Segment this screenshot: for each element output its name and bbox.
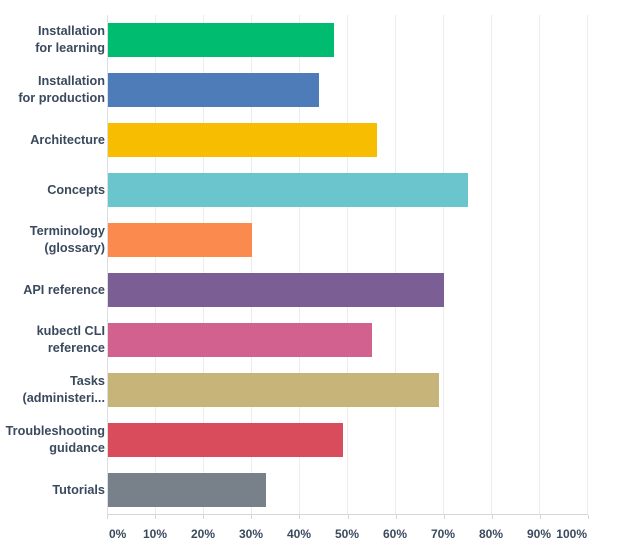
category-label-line: (administeri... [22, 391, 106, 405]
bar [108, 373, 440, 407]
x-tick-label: 10% [142, 527, 168, 541]
x-tick-label: 0% [109, 527, 127, 541]
x-tick [491, 515, 493, 519]
gridline [539, 15, 540, 515]
category-label: Tasks (administeri... [0, 365, 106, 415]
category-label: API reference [0, 265, 105, 315]
category-label: Tutorials [0, 465, 105, 515]
category-label: Terminology (glossary) [0, 215, 105, 265]
bar [108, 223, 252, 257]
gridline [443, 15, 444, 515]
bar [108, 73, 320, 107]
bar [108, 423, 344, 457]
x-tick [588, 515, 589, 519]
bar [108, 273, 444, 307]
x-tick [299, 515, 301, 519]
x-tick-label: 50% [334, 527, 360, 541]
gridline [587, 15, 588, 515]
category-label: Troubleshooting guidance [0, 415, 105, 465]
x-tick-label: 70% [430, 527, 456, 541]
x-axis-line [107, 514, 588, 515]
x-tick [395, 515, 397, 519]
category-label: kubectl CLI reference [0, 315, 105, 365]
category-label-line: Troubleshooting [5, 424, 105, 438]
x-tick [203, 515, 205, 519]
x-tick-label: 30% [238, 527, 264, 541]
x-tick [539, 515, 541, 519]
bar [108, 473, 267, 507]
x-tick-label: 80% [478, 527, 504, 541]
category-label: Installation for production [0, 65, 105, 115]
category-label-line: Installation [38, 74, 105, 88]
category-label: Installation for learning [0, 15, 105, 65]
gridline [251, 15, 252, 515]
bar [108, 173, 468, 207]
category-label-line: Installation [38, 24, 105, 38]
category-labels: Installation for learning Installation for … [0, 0, 105, 555]
bar [108, 323, 372, 357]
gridline [107, 15, 108, 515]
category-label-line: Concepts [47, 182, 105, 197]
category-label-line: Tutorials [52, 482, 105, 497]
x-tick-label: 40% [286, 527, 312, 541]
category-label-line: for production [18, 91, 105, 105]
category-label-line: API reference [23, 282, 105, 297]
x-tick-label: 100% [556, 527, 587, 541]
gridline [155, 15, 156, 515]
gridline [347, 15, 348, 515]
bar [108, 23, 334, 57]
category-label-line: reference [47, 341, 105, 355]
category-label-line: Tasks [69, 374, 105, 388]
gridline [395, 15, 396, 515]
category-label-line: kubectl CLI [36, 324, 105, 338]
bar [108, 123, 377, 157]
x-axis [107, 514, 589, 520]
x-tick [443, 515, 445, 519]
x-tick-label: 20% [190, 527, 216, 541]
category-label-line: guidance [49, 441, 105, 455]
x-tick-label: 90% [526, 527, 552, 541]
category-label-line: Terminology [29, 224, 105, 238]
gridline [491, 15, 492, 515]
category-label: Concepts [0, 165, 105, 215]
x-tick [251, 515, 253, 519]
x-tick-label: 60% [382, 527, 408, 541]
plot-area [107, 15, 588, 515]
category-label-line: (glossary) [44, 241, 105, 255]
category-label-line: for learning [35, 41, 105, 55]
x-axis-labels: 0% 10% 20% 30% 40% 50% 60% 70% 80% 90% 100% [107, 527, 587, 543]
category-label-line: Architecture [30, 132, 105, 147]
x-tick [347, 515, 349, 519]
gridline [203, 15, 204, 515]
category-label: Architecture [0, 115, 105, 165]
gridline [299, 15, 300, 515]
x-tick [107, 515, 108, 519]
x-tick [155, 515, 157, 519]
